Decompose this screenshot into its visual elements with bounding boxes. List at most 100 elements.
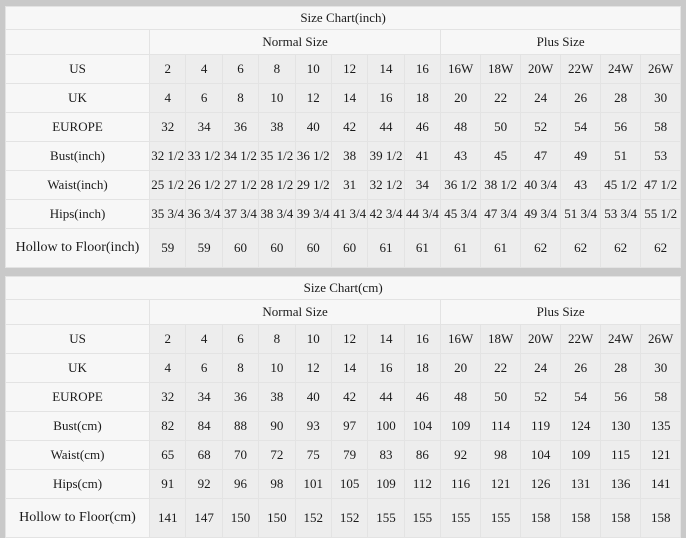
table-cell: 56 bbox=[600, 382, 642, 412]
table-cell: 54 bbox=[560, 382, 602, 412]
table-cell: 109 bbox=[560, 440, 602, 470]
group-header-normal-size: Normal Size bbox=[148, 29, 442, 55]
table-row: Hips(cm) 91 92 96 98 101 105 109 112 116 121 126 131… bbox=[5, 469, 682, 499]
table-cell: 158 bbox=[520, 498, 562, 538]
table-cell: 115 bbox=[600, 440, 642, 470]
table-cell: 28 bbox=[600, 353, 642, 383]
table-cell: 36 bbox=[221, 112, 260, 142]
table-cell: 14 bbox=[330, 83, 369, 113]
table-cell: 34 bbox=[185, 382, 223, 412]
group-header-normal-size: Normal Size bbox=[148, 299, 442, 325]
table-cell: 41 3/4 bbox=[330, 199, 369, 229]
table-cell: 20W bbox=[520, 324, 562, 354]
table-cell: 150 bbox=[221, 498, 260, 538]
table-cell: 92 bbox=[440, 440, 482, 470]
table-cell: 24 bbox=[520, 353, 562, 383]
table-cell: 39 1/2 bbox=[367, 141, 405, 171]
table-cell: 28 bbox=[600, 83, 642, 113]
table-cell: 53 3/4 bbox=[600, 199, 642, 229]
table-cell: 26W bbox=[640, 54, 682, 84]
table-cell: 91 bbox=[148, 469, 187, 499]
table-cell: 2 bbox=[148, 54, 187, 84]
table-cell: 14 bbox=[367, 54, 405, 84]
table-cell: 10 bbox=[294, 54, 332, 84]
table-cell: 45 bbox=[480, 141, 522, 171]
table-cell: 20 bbox=[440, 353, 482, 383]
table-cell: 46 bbox=[403, 382, 442, 412]
table-cell: 62 bbox=[520, 228, 562, 268]
table-cell: 82 bbox=[148, 411, 187, 441]
table-cell: 40 bbox=[294, 112, 332, 142]
row-label: EUROPE bbox=[5, 382, 150, 412]
table-cell: 24 bbox=[520, 83, 562, 113]
table-cell: 49 bbox=[560, 141, 602, 171]
group-header-row: Normal Size Plus Size bbox=[5, 299, 682, 325]
table-cell: 4 bbox=[148, 83, 187, 113]
table-cell: 52 bbox=[520, 112, 562, 142]
table-cell: 135 bbox=[640, 411, 682, 441]
table-cell: 48 bbox=[440, 112, 482, 142]
table-cell: 65 bbox=[148, 440, 187, 470]
table-cell: 34 bbox=[185, 112, 223, 142]
table-row: US 2 4 6 8 10 12 14 16 16W 18W 20W 22W 24W 26W bbox=[5, 54, 682, 84]
table-cell: 109 bbox=[440, 411, 482, 441]
table-cell: 30 bbox=[640, 353, 682, 383]
table-cell: 34 1/2 bbox=[221, 141, 260, 171]
table-cell: 72 bbox=[258, 440, 296, 470]
table-row: Hips(inch) 35 3/4 36 3/4 37 3/4 38 3/4 39 3/4… bbox=[5, 199, 682, 229]
table-cell: 27 1/2 bbox=[221, 170, 260, 200]
table-cell: 26 bbox=[560, 83, 602, 113]
table-cell: 18 bbox=[403, 83, 442, 113]
table-cell: 28 1/2 bbox=[258, 170, 296, 200]
table-cell: 100 bbox=[367, 411, 405, 441]
table-cell: 112 bbox=[403, 469, 442, 499]
table-cell: 109 bbox=[367, 469, 405, 499]
row-label: Waist(inch) bbox=[5, 170, 150, 200]
table-cell: 61 bbox=[480, 228, 522, 268]
size-chart-table-inch: Size Chart(inch) Normal Size Plus Size US 2 4… bbox=[4, 6, 682, 268]
table-cell: 54 bbox=[560, 112, 602, 142]
table-cell: 121 bbox=[640, 440, 682, 470]
table-cell: 126 bbox=[520, 469, 562, 499]
table-cell: 124 bbox=[560, 411, 602, 441]
table-cell: 147 bbox=[185, 498, 223, 538]
group-header-row: Normal Size Plus Size bbox=[5, 29, 682, 55]
table-cell: 16 bbox=[367, 353, 405, 383]
table-cell: 158 bbox=[600, 498, 642, 538]
group-header-plus-size: Plus Size bbox=[440, 299, 682, 325]
group-header-plus-size: Plus Size bbox=[440, 29, 682, 55]
table-cell: 26W bbox=[640, 324, 682, 354]
table-cell: 14 bbox=[330, 353, 369, 383]
table-cell: 22 bbox=[480, 83, 522, 113]
size-chart-cm-container: Size Chart(cm) Normal Size Plus Size US 2 4 6 8… bbox=[4, 276, 682, 538]
chart-title: Size Chart(cm) bbox=[4, 276, 682, 300]
table-cell: 16 bbox=[367, 83, 405, 113]
table-cell: 92 bbox=[185, 469, 223, 499]
table-cell: 114 bbox=[480, 411, 522, 441]
table-cell: 29 1/2 bbox=[294, 170, 332, 200]
table-cell: 58 bbox=[640, 382, 682, 412]
table-cell: 12 bbox=[294, 353, 332, 383]
table-cell: 59 bbox=[148, 228, 187, 268]
table-cell: 60 bbox=[330, 228, 369, 268]
row-label: UK bbox=[5, 353, 150, 383]
table-cell: 136 bbox=[600, 469, 642, 499]
table-cell: 38 bbox=[330, 141, 369, 171]
table-cell: 60 bbox=[294, 228, 332, 268]
table-cell: 24W bbox=[600, 324, 642, 354]
table-row: EUROPE 32 34 36 38 40 42 44 46 48 50 52 54 56 58 bbox=[5, 382, 682, 412]
table-cell: 62 bbox=[560, 228, 602, 268]
table-cell: 45 1/2 bbox=[600, 170, 642, 200]
table-cell: 155 bbox=[367, 498, 405, 538]
table-cell: 35 1/2 bbox=[258, 141, 296, 171]
row-label: Hips(cm) bbox=[5, 469, 150, 499]
row-label: Bust(inch) bbox=[5, 141, 150, 171]
table-cell: 38 bbox=[258, 112, 296, 142]
table-cell: 22W bbox=[560, 54, 602, 84]
table-cell: 2 bbox=[148, 324, 187, 354]
group-header-blank bbox=[5, 29, 150, 55]
table-cell: 88 bbox=[221, 411, 260, 441]
row-label: Hollow to Floor(inch) bbox=[5, 228, 150, 268]
table-cell: 150 bbox=[258, 498, 296, 538]
